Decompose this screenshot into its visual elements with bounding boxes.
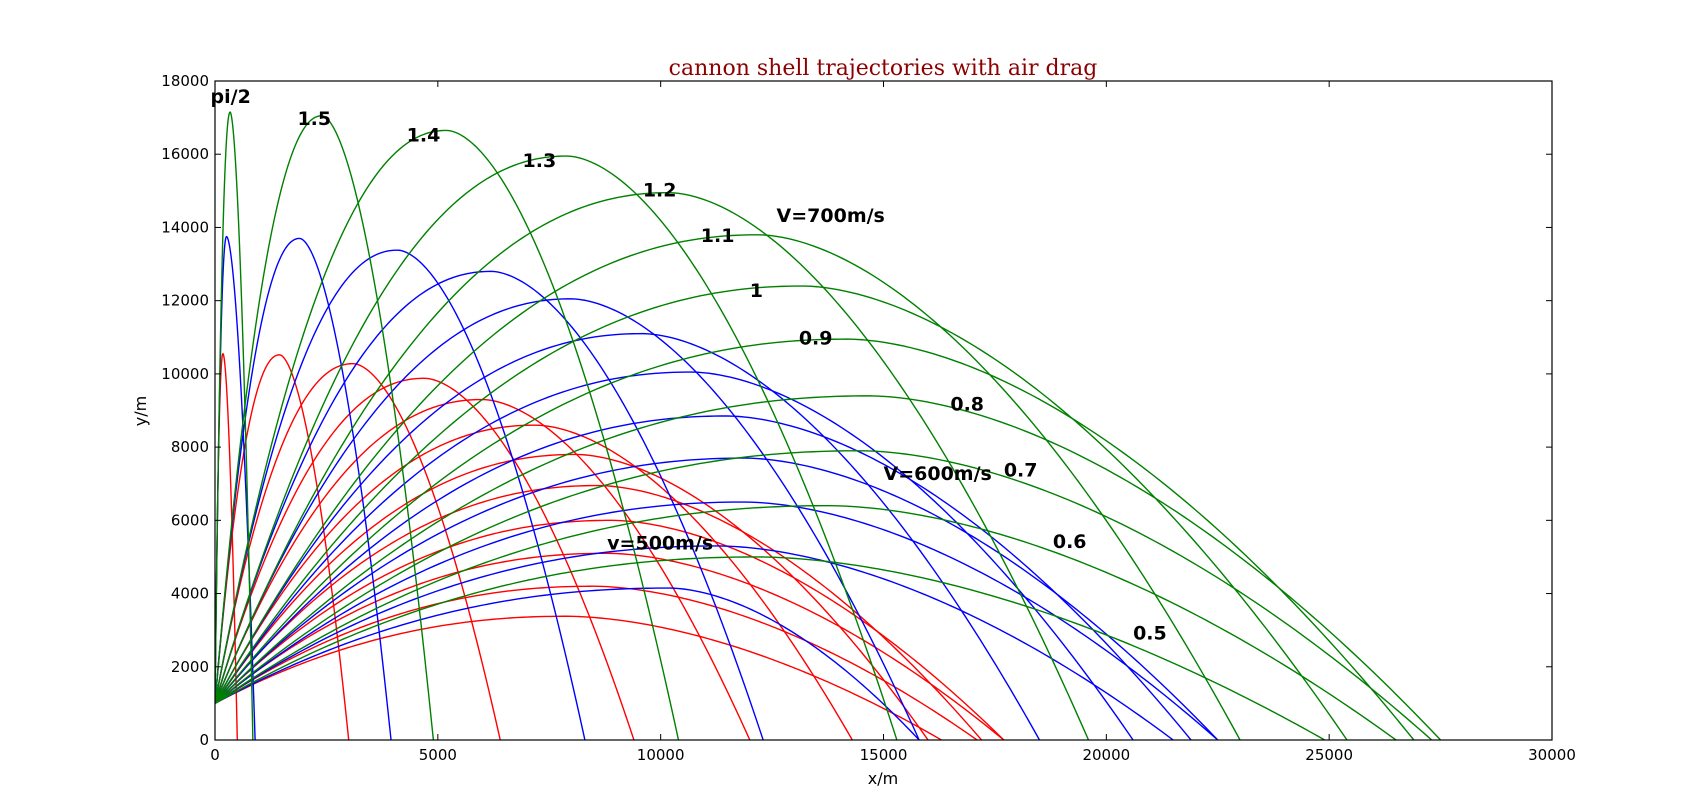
x-tick-label: 30000 <box>1528 746 1576 764</box>
annotation-label: 1.5 <box>297 108 331 130</box>
tick-layer: 0 5000 10000 15000 20000 25000 30000 0 2000 4000 6… <box>161 72 1576 764</box>
trajectory-v700-angle-0.7 <box>215 450 1433 740</box>
trajectory-v600-angle-0.5 <box>215 587 920 740</box>
annotation-label: 0.8 <box>950 394 984 416</box>
y-tick-label: 6000 <box>171 511 209 529</box>
trajectory-v700-angle-1.4 <box>215 129 680 740</box>
trajectory-v500-angle-0.7 <box>215 552 1005 740</box>
x-tick-label: 0 <box>210 746 220 764</box>
trajectory-v700-angle-pi-2 <box>215 111 254 740</box>
y-tick-label: 10000 <box>161 365 209 383</box>
trajectory-v500-angle-0.9 <box>215 484 983 740</box>
trajectory-v600-angle-0.8 <box>215 457 1219 740</box>
x-tick-label: 10000 <box>637 746 685 764</box>
trajectory-v500-angle-1.5 <box>215 354 350 740</box>
trajectory-v700-angle-0.8 <box>215 395 1442 740</box>
annotation-label: v=500m/s <box>607 533 713 555</box>
annotation-label: 1.2 <box>643 179 677 201</box>
annotation-label: 0.7 <box>1004 459 1038 481</box>
y-tick-label: 16000 <box>161 145 209 163</box>
trajectory-v500-angle-1.3 <box>215 377 635 740</box>
x-tick-label: 15000 <box>860 746 908 764</box>
annotation-label: V=700m/s <box>777 205 885 227</box>
annotation-layer: pi/2 1.5 1.4 1.3 1.2 V=700m/s 1.1 1 0.9 0.8 V=600m… <box>211 86 1167 644</box>
y-tick-label: 14000 <box>161 218 209 236</box>
x-tick-label: 25000 <box>1305 746 1353 764</box>
trajectory-v500-angle-0.6 <box>215 585 978 740</box>
chart-title: cannon shell trajectories with air drag <box>669 56 1098 81</box>
trajectory-v600-angle-1.1 <box>215 332 1041 740</box>
y-tick-label: 18000 <box>161 72 209 90</box>
annotation-label: 1.3 <box>523 150 557 172</box>
trajectory-v600-angle-1.2 <box>215 298 920 740</box>
x-axis-label: x/m <box>868 769 898 788</box>
trajectory-v700-angle-1.1 <box>215 234 1241 740</box>
x-tick-label: 20000 <box>1082 746 1130 764</box>
y-axis-label: y/m <box>131 396 150 426</box>
y-tick-label: 4000 <box>171 585 209 603</box>
annotation-label: V=600m/s <box>884 463 992 485</box>
annotation-label: 0.6 <box>1053 531 1087 553</box>
trajectory-v600-angle-1.4 <box>215 249 586 740</box>
trajectory-v700-angle-0.5 <box>215 556 1326 740</box>
trajectory-v700-angle-0.6 <box>215 504 1397 740</box>
y-tick-label: 2000 <box>171 658 209 676</box>
annotation-label: 1.1 <box>701 225 735 247</box>
trajectory-v700-angle-0.9 <box>215 338 1415 740</box>
trajectory-v500-angle-0.5 <box>215 615 942 740</box>
trajectory-v700-angle-1.3 <box>215 155 898 740</box>
trajectory-v500-angle-1 <box>215 453 929 740</box>
trajectory-v600-angle-0.7 <box>215 501 1219 740</box>
annotation-label: 1.4 <box>407 124 441 146</box>
annotation-label: pi/2 <box>211 86 251 108</box>
annotation-label: 1 <box>750 280 763 302</box>
annotation-label: 0.9 <box>799 328 833 350</box>
plot-frame <box>214 80 1553 741</box>
trajectory-v600-angle-0.9 <box>215 415 1192 740</box>
trajectory-v500-angle-0.8 <box>215 519 1005 740</box>
y-tick-label: 12000 <box>161 292 209 310</box>
trajectory-v600-angle-0.6 <box>215 545 1174 740</box>
series-layer <box>215 111 1442 740</box>
trajectory-v600-angle-1 <box>215 371 1134 740</box>
trajectory-v700-angle-1 <box>215 285 1348 740</box>
y-tick-label: 0 <box>199 731 209 749</box>
y-tick-label: 8000 <box>171 438 209 456</box>
annotation-label: 0.5 <box>1133 622 1167 644</box>
trajectory-v600-angle-1.3 <box>215 270 764 740</box>
trajectory-v700-angle-1.5 <box>215 115 435 740</box>
trajectory-v500-angle-1.4 <box>215 362 501 740</box>
trajectory-v500-angle-1.1 <box>215 424 853 740</box>
x-tick-label: 5000 <box>419 746 457 764</box>
